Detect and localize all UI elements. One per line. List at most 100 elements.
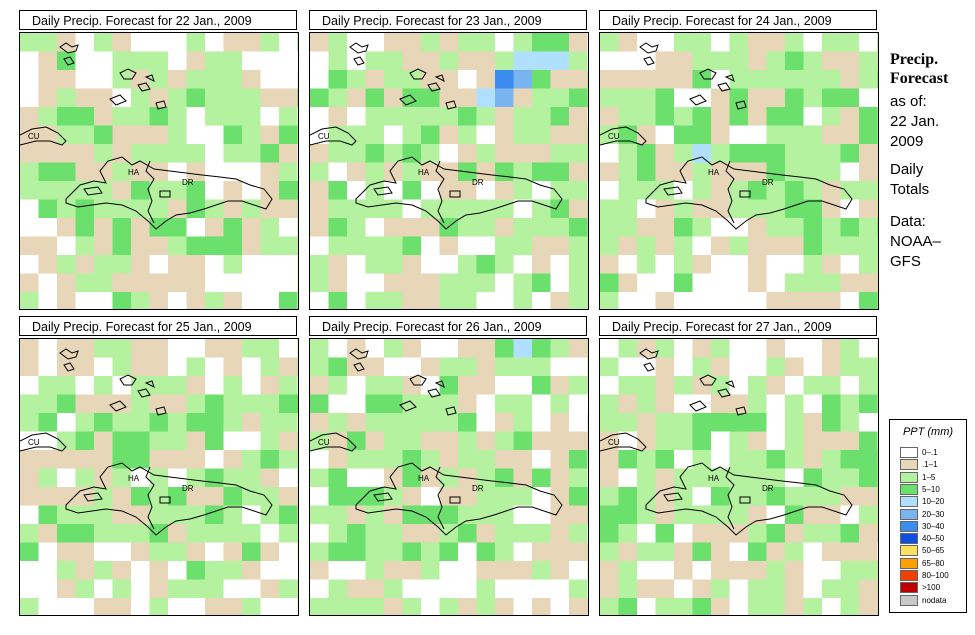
precip-cell bbox=[748, 107, 768, 127]
precip-cell bbox=[458, 505, 478, 525]
precip-cell bbox=[822, 144, 842, 164]
precip-cell bbox=[328, 218, 348, 238]
precip-cell bbox=[112, 524, 132, 544]
precip-cell bbox=[186, 88, 206, 108]
precip-cell bbox=[637, 468, 657, 488]
precip-cell bbox=[476, 199, 496, 219]
precip-cell bbox=[600, 144, 620, 164]
precip-cell bbox=[822, 542, 842, 562]
precip-cell bbox=[513, 218, 533, 238]
precip-cell bbox=[297, 431, 298, 451]
precip-cell bbox=[711, 255, 731, 275]
precip-cell bbox=[439, 199, 459, 219]
precip-cell bbox=[149, 33, 169, 53]
precip-cell bbox=[729, 487, 749, 507]
precip-cell bbox=[223, 218, 243, 238]
precip-cell bbox=[840, 413, 860, 433]
precip-cell bbox=[859, 413, 878, 433]
precip-cell bbox=[729, 51, 749, 71]
precip-cell bbox=[618, 542, 638, 562]
precip-cell bbox=[600, 376, 620, 396]
precip-cell bbox=[297, 450, 298, 470]
lake-outline bbox=[373, 492, 461, 504]
precip-cell bbox=[186, 107, 206, 127]
precip-cell bbox=[186, 144, 206, 164]
precip-cell bbox=[57, 413, 77, 433]
precip-map: CU HA DR bbox=[19, 32, 299, 310]
precip-cell bbox=[223, 33, 243, 53]
precip-cell bbox=[618, 51, 638, 71]
precip-cell bbox=[186, 181, 206, 201]
precip-cell bbox=[149, 199, 169, 219]
precip-cell bbox=[618, 144, 638, 164]
precip-cell bbox=[384, 125, 404, 145]
precip-cell bbox=[205, 376, 225, 396]
coastline-group bbox=[600, 348, 853, 536]
precip-cell bbox=[328, 107, 348, 127]
precip-cell bbox=[38, 51, 58, 71]
precip-cell bbox=[840, 88, 860, 108]
precip-cell bbox=[692, 431, 712, 451]
legend-entry: 5–10 bbox=[900, 483, 966, 495]
precip-cell bbox=[803, 162, 823, 182]
precip-cell bbox=[131, 561, 151, 581]
precip-cell bbox=[495, 255, 515, 275]
precip-cell bbox=[711, 431, 731, 451]
precip-cell bbox=[347, 51, 367, 71]
precip-cell bbox=[186, 413, 206, 433]
cuba-coastline bbox=[310, 432, 357, 452]
precip-cell bbox=[402, 579, 422, 599]
precip-cell bbox=[785, 218, 805, 238]
precip-cell bbox=[600, 181, 620, 201]
precip-cell bbox=[711, 162, 731, 182]
precip-cell bbox=[458, 542, 478, 562]
precip-cell bbox=[674, 468, 694, 488]
legend-entry: 40–50 bbox=[900, 533, 966, 545]
precip-cell bbox=[569, 450, 588, 470]
precip-cell bbox=[279, 487, 298, 507]
precip-cell bbox=[729, 357, 749, 377]
precip-cell bbox=[402, 450, 422, 470]
precip-cell bbox=[729, 339, 749, 359]
precip-cell bbox=[242, 542, 262, 562]
precip-cell bbox=[328, 487, 348, 507]
precip-cell bbox=[38, 487, 58, 507]
precip-cell bbox=[822, 162, 842, 182]
totals-line1: Daily bbox=[890, 161, 924, 178]
precip-cell bbox=[20, 33, 40, 53]
precip-cell bbox=[840, 236, 860, 256]
precip-cell bbox=[550, 468, 570, 488]
precip-cell bbox=[587, 468, 588, 488]
precip-cell bbox=[476, 561, 496, 581]
precip-cell bbox=[840, 468, 860, 488]
precip-cell bbox=[766, 70, 786, 90]
precip-cell bbox=[877, 144, 878, 164]
precip-cell bbox=[297, 70, 298, 90]
precip-cell bbox=[260, 125, 280, 145]
precip-cell bbox=[803, 579, 823, 599]
hispaniola-coastline bbox=[65, 462, 273, 536]
precip-cell bbox=[711, 236, 731, 256]
precip-cell bbox=[149, 236, 169, 256]
precip-cell bbox=[328, 579, 348, 599]
precip-cell bbox=[279, 413, 298, 433]
precip-cell bbox=[297, 107, 298, 127]
precip-cell bbox=[20, 236, 40, 256]
precip-cell bbox=[310, 107, 330, 127]
precip-cell bbox=[859, 579, 878, 599]
precip-cell bbox=[803, 505, 823, 525]
precip-cell bbox=[57, 70, 77, 90]
precip-cell bbox=[439, 487, 459, 507]
precip-cell bbox=[242, 107, 262, 127]
precip-cell bbox=[310, 357, 330, 377]
precip-cell bbox=[242, 33, 262, 53]
haiti-dr-border bbox=[145, 466, 155, 530]
precip-cell bbox=[57, 394, 77, 414]
precip-cell bbox=[692, 70, 712, 90]
precip-cell bbox=[840, 431, 860, 451]
precip-cell bbox=[458, 273, 478, 293]
haiti-dr-border bbox=[145, 160, 155, 224]
precip-cell bbox=[587, 236, 588, 256]
precip-cell bbox=[131, 505, 151, 525]
precip-cell bbox=[94, 162, 114, 182]
